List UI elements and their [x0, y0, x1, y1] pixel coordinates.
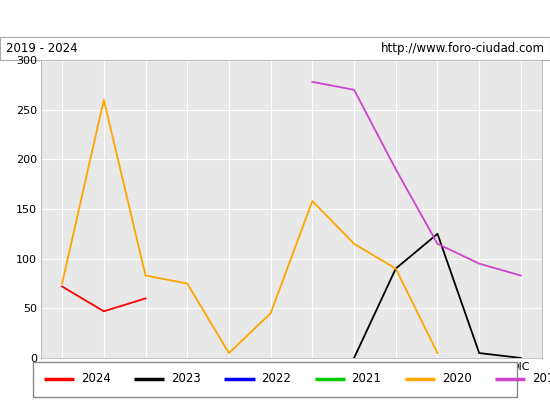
Text: 2022: 2022: [261, 372, 291, 386]
Text: Evolucion Nº Turistas Nacionales en el municipio de Casas de San Galindo: Evolucion Nº Turistas Nacionales en el m…: [0, 11, 550, 26]
Text: 2023: 2023: [171, 372, 201, 386]
Text: 2019: 2019: [532, 372, 550, 386]
Text: 2019 - 2024: 2019 - 2024: [6, 42, 77, 55]
FancyBboxPatch shape: [33, 362, 517, 397]
Text: 2024: 2024: [81, 372, 111, 386]
Text: 2021: 2021: [351, 372, 381, 386]
Text: http://www.foro-ciudad.com: http://www.foro-ciudad.com: [381, 42, 544, 55]
Text: 2020: 2020: [442, 372, 471, 386]
